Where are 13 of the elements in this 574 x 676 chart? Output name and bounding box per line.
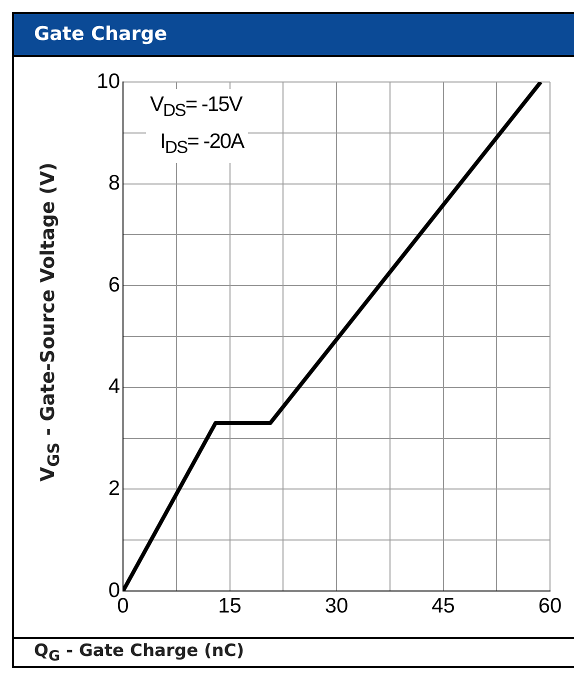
y-tick-label: 2	[108, 476, 120, 500]
x-tick-label: 60	[538, 594, 562, 618]
annotation: V$_{DS}$= -15V	[150, 92, 244, 122]
x-tick-label: 15	[218, 594, 242, 618]
y-tick-label: 4	[108, 375, 120, 398]
chart-title: Gate Charge	[14, 14, 574, 55]
y-tick-label: 8	[108, 172, 120, 195]
x-axis-title: Q$_{G}$ - Gate Charge (nC)	[33, 640, 246, 664]
x-tick-label: 30	[324, 594, 348, 618]
y-tick-label: 10	[96, 70, 120, 93]
y-tick-label: 6	[108, 273, 120, 296]
x-tick-label: 45	[432, 594, 455, 618]
annotation: I$_{DS}$= -20A	[159, 129, 244, 160]
